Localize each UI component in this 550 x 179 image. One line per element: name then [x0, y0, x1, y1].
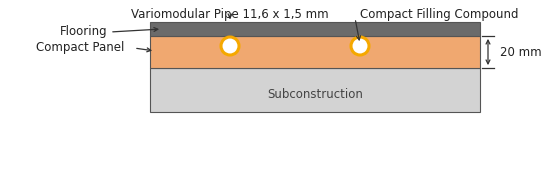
Bar: [150, 36, 480, 68]
Text: Compact Filling Compound: Compact Filling Compound: [360, 8, 519, 21]
Bar: [150, 22, 480, 36]
Text: Variomodular Pipe 11,6 x 1,5 mm: Variomodular Pipe 11,6 x 1,5 mm: [131, 8, 329, 21]
Text: Subconstruction: Subconstruction: [267, 88, 363, 101]
Text: Compact Panel: Compact Panel: [36, 42, 124, 54]
Circle shape: [221, 37, 239, 55]
Bar: [150, 68, 480, 112]
Text: Flooring: Flooring: [60, 25, 108, 38]
Circle shape: [351, 37, 369, 55]
Text: 20 mm: 20 mm: [500, 45, 542, 59]
